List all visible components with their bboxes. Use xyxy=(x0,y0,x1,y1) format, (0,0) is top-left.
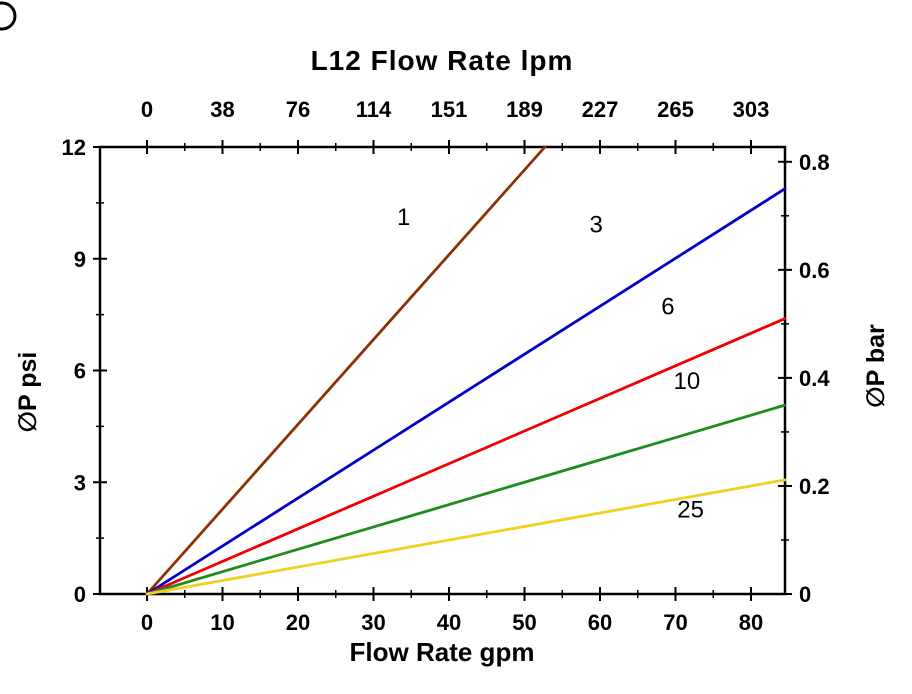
y-axis-tick-label: 3 xyxy=(74,470,86,495)
x-top-axis-tick-label: 151 xyxy=(431,97,468,122)
x-axis-tick-label: 80 xyxy=(739,610,763,635)
x-top-axis-tick-label: 227 xyxy=(582,97,619,122)
y-right-axis-tick-label: 0.2 xyxy=(799,474,830,499)
series-line-1 xyxy=(145,145,547,596)
x-top-axis-tick-label: 189 xyxy=(506,97,543,122)
x-axis-tick-label: 40 xyxy=(437,610,461,635)
x-top-axis-tick-label: 0 xyxy=(141,97,153,122)
series-line-6 xyxy=(145,317,787,596)
series-label-1: 1 xyxy=(397,204,410,231)
series-label-6: 6 xyxy=(661,294,674,321)
x-axis-tick-label: 10 xyxy=(210,610,234,635)
corner-mark-icon xyxy=(0,1,17,31)
x-top-axis-tick-label: 76 xyxy=(286,97,310,122)
y-axis-tick-label: 12 xyxy=(62,135,86,160)
x-top-axis-tick-label: 114 xyxy=(356,97,392,122)
y-axis-tick-label: 0 xyxy=(74,582,86,607)
y-right-axis-tick-label: 0.4 xyxy=(799,366,830,391)
x-axis-tick-label: 0 xyxy=(141,610,153,635)
x-top-axis-tick-label: 38 xyxy=(210,97,234,122)
series-label-25: 25 xyxy=(677,497,704,524)
x-axis-tick-label: 50 xyxy=(512,610,536,635)
series-label-3: 3 xyxy=(590,212,603,239)
x-top-axis-tick-label: 303 xyxy=(733,97,770,122)
y-right-axis-tick-label: 0 xyxy=(799,582,811,607)
x-axis-tick-label: 30 xyxy=(361,610,385,635)
y-axis-label-bar: ∅P bar xyxy=(862,324,890,408)
x-axis-tick-label: 60 xyxy=(588,610,612,635)
y-axis-tick-label: 9 xyxy=(74,247,86,272)
y-axis-tick-label: 6 xyxy=(74,359,86,384)
series-line-25 xyxy=(145,478,787,596)
series-line-10 xyxy=(145,403,787,596)
y-right-axis-tick-label: 0.6 xyxy=(799,258,830,283)
series-line-3 xyxy=(145,187,787,596)
x-top-axis-tick-label: 265 xyxy=(657,97,694,122)
x-axis-tick-label: 70 xyxy=(663,610,687,635)
chart-title: L12 Flow Rate lpm xyxy=(310,45,574,76)
y-right-axis-tick-label: 0.8 xyxy=(799,150,830,175)
y-axis-label-psi: ∅P psi xyxy=(14,351,42,433)
series-label-10: 10 xyxy=(673,368,700,395)
x-axis-label: Flow Rate gpm xyxy=(349,637,535,667)
x-axis-tick-label: 20 xyxy=(286,610,310,635)
